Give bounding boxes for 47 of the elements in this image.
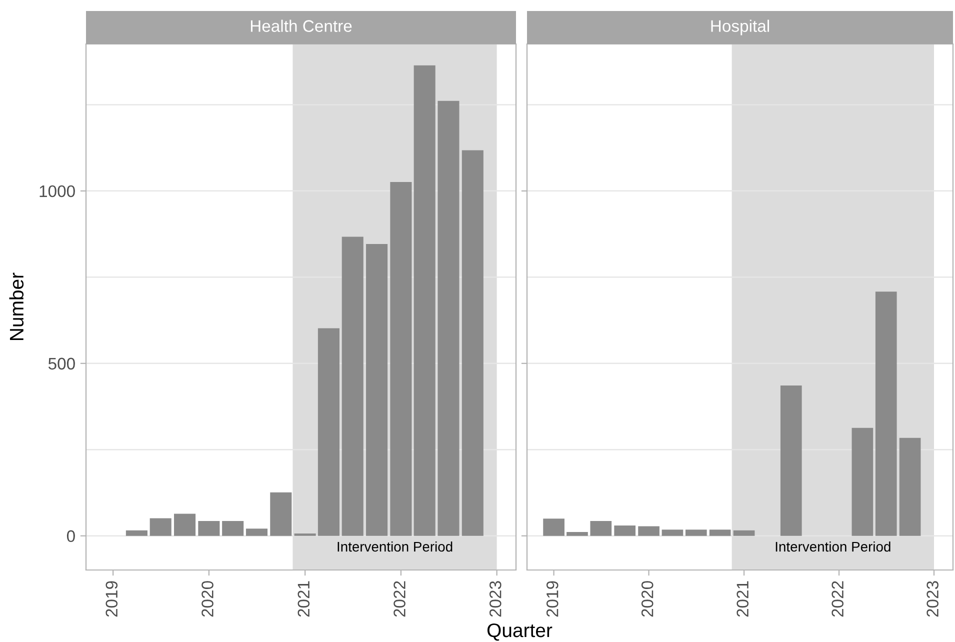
x-tick-label: 2021 (736, 581, 749, 617)
bar (222, 521, 244, 536)
bar (685, 530, 707, 536)
bar (414, 65, 436, 536)
bar (366, 244, 388, 536)
bar (174, 514, 196, 536)
x-tick-label: 2022 (394, 581, 406, 617)
x-axis-title: Quarter (487, 623, 552, 641)
x-tick-label: 2020 (202, 581, 214, 617)
bar (875, 292, 897, 536)
x-tick-label: 2023 (489, 581, 502, 617)
x-tick-label: 2021 (298, 581, 310, 617)
bar (733, 530, 755, 536)
bar (246, 528, 268, 536)
bar (590, 521, 612, 536)
band-label: Intervention Period (338, 541, 452, 552)
bar (852, 428, 874, 536)
x-tick-label: 2020 (641, 581, 654, 617)
y-tick-label: 1000 (40, 185, 75, 198)
y-tick-label: 500 (48, 358, 75, 370)
bar (662, 530, 684, 536)
bar (780, 385, 802, 536)
chart-title: Hospital (711, 20, 769, 36)
band-label: Intervention Period (776, 541, 890, 552)
bar (638, 526, 660, 536)
bar (438, 100, 460, 536)
x-tick-label: 2019 (546, 581, 558, 617)
bar (198, 521, 220, 536)
bar (318, 328, 340, 536)
bar (270, 492, 292, 536)
bar (126, 530, 148, 536)
bar (390, 182, 412, 536)
chart-title: Health Centre (250, 20, 352, 32)
x-tick-label: 2023 (926, 581, 938, 617)
bar (709, 530, 731, 536)
bar (614, 526, 636, 536)
bar (462, 150, 484, 536)
bar (566, 532, 588, 536)
bar (543, 518, 564, 536)
bar (294, 533, 316, 536)
bar (899, 438, 921, 536)
y-tick-label: 0 (66, 530, 75, 542)
x-tick-label: 2019 (106, 581, 118, 617)
bar (342, 236, 364, 536)
x-tick-label: 2022 (832, 581, 844, 617)
bar (150, 518, 172, 536)
y-axis-title: Number (9, 272, 24, 340)
